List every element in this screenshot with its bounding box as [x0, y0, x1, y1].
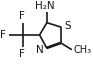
Text: F: F [19, 49, 25, 59]
Text: S: S [65, 21, 71, 31]
Text: N: N [36, 45, 44, 55]
Text: F: F [0, 30, 6, 40]
Text: H₂N: H₂N [35, 1, 55, 11]
Text: F: F [19, 11, 25, 21]
Text: CH₃: CH₃ [73, 45, 92, 55]
